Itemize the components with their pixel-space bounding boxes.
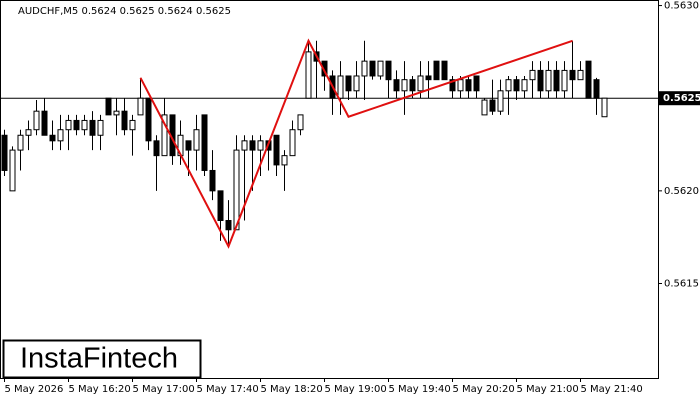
candle-body bbox=[273, 134, 280, 166]
candle-body bbox=[73, 119, 80, 131]
price-box bbox=[659, 91, 700, 106]
candle-body bbox=[153, 140, 160, 157]
candle-body bbox=[81, 119, 88, 131]
candle-body bbox=[97, 119, 104, 136]
candle-body bbox=[385, 60, 392, 81]
candle-body bbox=[57, 129, 64, 142]
candle-body bbox=[521, 79, 528, 92]
candle-body bbox=[105, 97, 112, 116]
candle-body bbox=[505, 79, 512, 92]
candle-body bbox=[593, 79, 600, 99]
x-tick-label: 5 May 17:40 bbox=[197, 384, 259, 395]
candle-body bbox=[257, 140, 264, 151]
candle-body bbox=[369, 60, 376, 77]
candle-body bbox=[33, 110, 40, 131]
candle-body bbox=[193, 129, 200, 151]
x-tick-label: 5 May 19:40 bbox=[389, 384, 451, 395]
chart-header: AUDCHF,M5 0.5624 0.5625 0.5624 0.5625 bbox=[18, 6, 231, 17]
candle-body bbox=[1, 134, 8, 171]
candle-body bbox=[65, 119, 72, 131]
candle-body bbox=[209, 169, 216, 192]
candle-body bbox=[529, 69, 536, 81]
candle-body bbox=[225, 220, 232, 231]
candle-body bbox=[441, 60, 448, 81]
candle-body bbox=[561, 69, 568, 92]
candle-body bbox=[161, 114, 168, 157]
candle-body bbox=[201, 114, 208, 171]
candle-body bbox=[49, 134, 56, 142]
candle-body bbox=[417, 75, 424, 92]
candle-body bbox=[337, 75, 344, 99]
candle-body bbox=[25, 129, 32, 136]
candle-body bbox=[289, 129, 296, 157]
candle-body bbox=[361, 60, 368, 77]
candle-body bbox=[217, 190, 224, 221]
candle-body bbox=[601, 97, 608, 118]
candle-body bbox=[9, 149, 16, 192]
candle-body bbox=[393, 79, 400, 92]
candle-body bbox=[513, 79, 520, 92]
candle-body bbox=[281, 155, 288, 166]
candle-body bbox=[113, 110, 120, 116]
candle-body bbox=[553, 69, 560, 92]
x-tick-label: 5 May 19:00 bbox=[325, 384, 387, 395]
candle-body bbox=[89, 119, 96, 136]
candle-body bbox=[481, 99, 488, 116]
x-tick-label: 5 May 20:20 bbox=[453, 384, 515, 395]
candle-body bbox=[449, 79, 456, 92]
candle-body bbox=[41, 110, 48, 136]
x-tick-label: 5 May 2026 bbox=[5, 384, 64, 395]
candle-body bbox=[537, 69, 544, 92]
candle-body bbox=[321, 60, 328, 77]
candle-body bbox=[121, 110, 128, 131]
candle-body bbox=[145, 97, 152, 142]
candle-body bbox=[489, 99, 496, 112]
candle-body bbox=[409, 79, 416, 92]
candle-body bbox=[129, 119, 136, 131]
y-tick-label: 0.5620 bbox=[664, 186, 699, 197]
candle-body bbox=[401, 79, 408, 92]
candle-body bbox=[457, 79, 464, 92]
candle-body bbox=[433, 60, 440, 81]
candle-body bbox=[249, 140, 256, 151]
plot-frame bbox=[0, 0, 659, 379]
candle-body bbox=[569, 69, 576, 81]
pattern-line bbox=[139, 38, 573, 249]
x-tick-label: 5 May 18:20 bbox=[261, 384, 323, 395]
x-tick-label: 5 May 21:00 bbox=[517, 384, 579, 395]
candle-body bbox=[545, 69, 552, 92]
candle-body bbox=[377, 60, 384, 77]
candle-body bbox=[305, 51, 312, 99]
candle-body bbox=[353, 75, 360, 92]
logo: InstaFintech bbox=[20, 343, 178, 375]
candle-body bbox=[465, 79, 472, 92]
candle-body bbox=[345, 75, 352, 92]
candle-body bbox=[577, 69, 584, 81]
y-tick-label: 0.5630 bbox=[664, 1, 699, 12]
x-tick-label: 5 May 16:20 bbox=[69, 384, 131, 395]
x-tick-label: 5 May 21:40 bbox=[581, 384, 643, 395]
y-tick-label: 0.5615 bbox=[664, 279, 699, 290]
price-label: 0.5625 bbox=[663, 93, 700, 104]
candle-body bbox=[17, 134, 24, 151]
candle-body bbox=[241, 140, 248, 151]
candle-body bbox=[185, 140, 192, 151]
x-tick-label: 5 May 17:00 bbox=[133, 384, 195, 395]
candle-body bbox=[233, 149, 240, 231]
candle-body bbox=[585, 60, 592, 99]
candle-body bbox=[473, 75, 480, 92]
candle-body bbox=[425, 75, 432, 81]
candle-body bbox=[137, 97, 144, 116]
logo-box bbox=[2, 339, 202, 379]
candle-body bbox=[297, 114, 304, 131]
candle-body bbox=[497, 90, 504, 112]
